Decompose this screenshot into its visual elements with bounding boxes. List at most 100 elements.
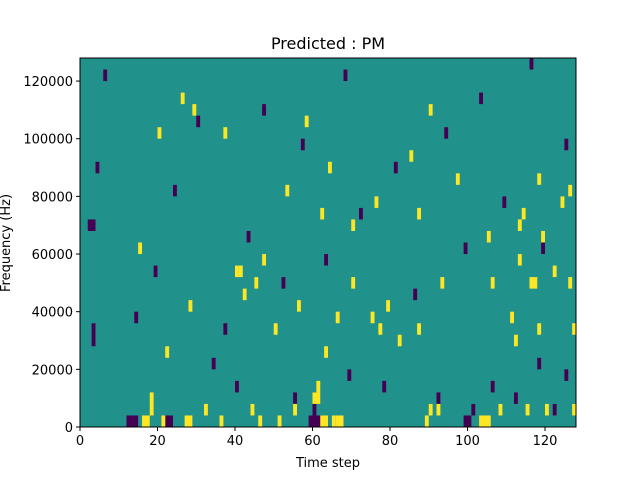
heatmap-cell-high <box>529 277 538 289</box>
heatmap-cell-high <box>417 207 421 220</box>
y-tick-label: 120000 <box>23 75 73 90</box>
heatmap-cell-high <box>235 265 239 278</box>
heatmap-cell-high <box>142 415 150 427</box>
plot-frame <box>79 57 577 428</box>
heatmap-cell-high <box>378 323 383 335</box>
y-tick-label: 0 <box>65 421 73 436</box>
heatmap-cell-low <box>173 184 177 197</box>
heatmap-cell-high <box>397 334 402 347</box>
heatmap-cell-high <box>560 196 565 208</box>
heatmap-cell-high <box>572 323 576 335</box>
heatmap-cell-low <box>196 115 201 128</box>
heatmap-cell-high <box>370 311 375 324</box>
heatmap-cell-low <box>413 288 418 301</box>
x-tick-label: 120 <box>533 434 558 449</box>
heatmap-cell-high <box>335 415 344 427</box>
heatmap-cell-high <box>572 403 576 416</box>
heatmap-cell-high <box>568 184 573 197</box>
y-axis-title: Frequency (Hz) <box>0 194 14 292</box>
heatmap-cell-high <box>184 415 193 427</box>
heatmap-cell-low <box>436 392 441 404</box>
heatmap-cell-high <box>335 311 340 324</box>
heatmap-cell-low <box>262 104 266 116</box>
heatmap-cell-high <box>316 380 321 393</box>
heatmap-cell-high <box>409 150 414 162</box>
heatmap-cell-low <box>281 277 286 289</box>
heatmap-cell-low <box>541 242 545 255</box>
y-tick-label: 60000 <box>32 248 73 263</box>
heatmap-cell-high <box>537 173 542 185</box>
heatmap-cell-high <box>545 403 549 416</box>
heatmap-cell-high <box>138 242 142 255</box>
heatmap-cell-high <box>514 334 518 347</box>
heatmap-cell-low <box>552 403 557 416</box>
heatmap-cell-high <box>436 403 441 416</box>
heatmap-cell-high <box>293 403 297 416</box>
heatmap-cell-high <box>525 403 530 416</box>
heatmap-cell-low <box>343 69 348 82</box>
heatmap-cell-high <box>479 415 483 427</box>
heatmap-cell-low <box>235 380 239 393</box>
heatmap-cell-high <box>351 219 356 231</box>
heatmap-cell-high <box>223 127 228 139</box>
heatmap-cell-high <box>455 173 460 185</box>
heatmap-cell-low <box>490 380 495 393</box>
y-tick-label: 40000 <box>32 306 73 321</box>
heatmap-cell-low <box>87 219 96 231</box>
heatmap-cell-high <box>517 219 522 231</box>
heatmap-cell-low <box>211 357 216 370</box>
heatmap-cell-low <box>564 369 569 381</box>
heatmap-cell-low <box>308 415 325 427</box>
heatmap-cell-high <box>521 207 526 220</box>
x-tick-label: 20 <box>149 434 166 449</box>
heatmap-cell-high <box>297 300 301 312</box>
heatmap-cell-low <box>223 323 228 335</box>
y-axis: 0 20000 40000 60000 80000 100000 120000 <box>23 75 80 436</box>
x-tick-label: 100 <box>455 434 480 449</box>
chart-title: Predicted : PM <box>271 34 385 53</box>
plot-area <box>79 57 577 428</box>
heatmap-cell-low <box>103 69 108 82</box>
heatmap-cell-high <box>304 115 309 128</box>
heatmap-cell-high <box>552 265 557 278</box>
x-tick-label: 60 <box>304 434 321 449</box>
heatmap-cell-high <box>424 415 429 427</box>
heatmap-cell-high <box>238 265 243 278</box>
heatmap-cell-high <box>320 207 325 220</box>
heatmap-cell-low <box>463 415 472 427</box>
y-tick-label: 20000 <box>32 363 73 378</box>
heatmap-cell-low <box>293 392 297 404</box>
heatmap-cell-low <box>347 369 352 381</box>
heatmap-cell-high <box>149 392 154 416</box>
heatmap-cell-low <box>471 403 476 416</box>
heatmap-cell-high <box>331 415 336 427</box>
heatmap-cell-low <box>564 138 569 151</box>
heatmap-cell-low <box>91 323 96 347</box>
heatmap-cell-low <box>153 265 158 278</box>
heatmap-cell-low <box>246 230 251 243</box>
heatmap-cell-high <box>277 415 282 427</box>
heatmap-cell-high <box>428 403 433 416</box>
heatmap-cell-high <box>262 254 266 266</box>
heatmap-cell-high <box>180 92 185 105</box>
heatmap-cell-high <box>490 277 495 289</box>
heatmap-cell-low <box>529 58 534 70</box>
heatmap-cell-high <box>219 415 224 427</box>
heatmap-cell-low <box>444 127 449 139</box>
heatmap-cell-high <box>483 415 491 427</box>
heatmap-cell-low <box>502 196 507 208</box>
y-tick-label: 80000 <box>32 190 73 205</box>
heatmap-cell-high <box>440 277 445 289</box>
heatmap-cell-low <box>165 415 173 427</box>
heatmap-cell-high <box>320 415 328 427</box>
heatmap-cell-low <box>537 357 542 370</box>
heatmap-cell-low <box>134 311 139 324</box>
heatmap-cell-high <box>541 230 545 243</box>
x-tick-label: 0 <box>76 434 84 449</box>
x-tick-label: 40 <box>227 434 244 449</box>
heatmap-cell-high <box>510 311 514 324</box>
heatmap-cell-high <box>157 127 162 139</box>
heatmap-cell-high <box>312 392 321 404</box>
heatmap-cell-high <box>192 104 197 116</box>
